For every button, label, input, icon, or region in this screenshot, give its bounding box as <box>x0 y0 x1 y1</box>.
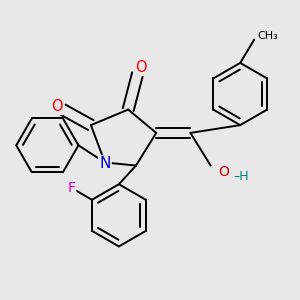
Text: –H: –H <box>233 170 249 183</box>
Text: CH₃: CH₃ <box>257 32 278 41</box>
Text: O: O <box>51 99 62 114</box>
Text: O: O <box>218 165 229 179</box>
Text: N: N <box>99 157 111 172</box>
Text: F: F <box>67 181 75 195</box>
Text: O: O <box>135 60 146 75</box>
